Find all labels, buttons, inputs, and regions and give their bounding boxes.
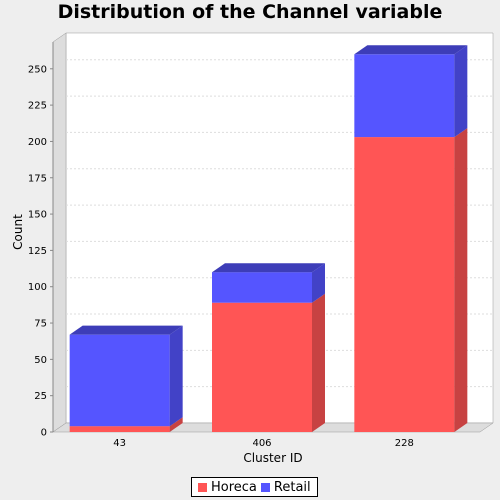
bar-side-horeca-228 [454, 128, 468, 432]
y-axis-label: Count [11, 214, 25, 250]
legend-item-horeca: Horeca [198, 480, 257, 495]
y-tick-label: 150 [28, 210, 47, 221]
bar-horeca-43 [69, 426, 170, 432]
bar-side-retail-43 [169, 325, 183, 427]
y-tick-label: 25 [34, 391, 47, 402]
x-axis-label: Cluster ID [243, 451, 302, 465]
legend-label-retail: Retail [273, 479, 311, 495]
bar-side-horeca-43 [169, 417, 183, 432]
legend-item-retail: Retail [260, 479, 311, 495]
legend: Horeca Retail [191, 477, 318, 497]
bar-horeca-228 [354, 137, 455, 432]
y-tick-label: 175 [28, 173, 47, 184]
y-tick-label: 200 [28, 137, 47, 148]
bar-retail-406 [212, 272, 312, 303]
bar-side-retail-406 [312, 263, 325, 303]
plot-left-wall [52, 32, 67, 433]
legend-swatch-horeca [198, 482, 207, 492]
y-tick-label: 100 [28, 282, 47, 293]
chart-title: Distribution of the Channel variable [57, 1, 443, 23]
bar-top-retail-228 [354, 45, 468, 55]
y-tick-label: 250 [28, 64, 47, 75]
bar-retail-43 [69, 334, 170, 427]
y-tick-label: 50 [34, 355, 47, 366]
bar-top-retail-43 [69, 325, 183, 335]
bar-side-retail-228 [454, 45, 468, 138]
y-tick-label: 125 [28, 246, 47, 257]
legend-swatch-retail [260, 482, 270, 492]
x-tick-label-406: 406 [252, 438, 271, 449]
legend-label-horeca: Horeca [211, 479, 257, 495]
y-tick-label: 75 [34, 319, 47, 330]
bar-horeca-406 [212, 302, 312, 432]
bar-top-retail-406 [212, 263, 325, 273]
bar-side-horeca-406 [312, 293, 325, 432]
x-tick-label-228: 228 [395, 438, 414, 449]
x-tick-label-43: 43 [113, 438, 126, 449]
bar-retail-228 [354, 54, 455, 138]
y-tick-label: 0 [41, 428, 47, 439]
y-tick-label: 225 [28, 101, 47, 112]
